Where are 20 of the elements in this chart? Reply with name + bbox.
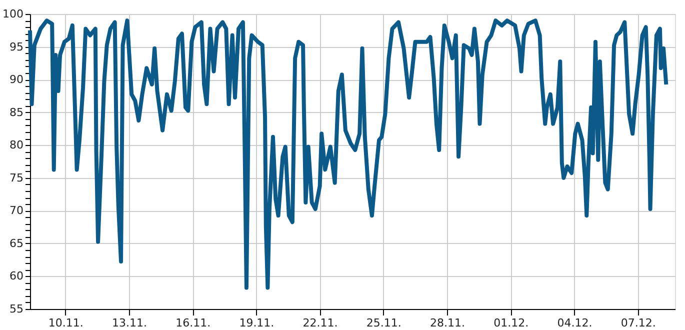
x-tick-label: 28.11. bbox=[430, 316, 466, 330]
y-tick-label: 60 bbox=[10, 270, 24, 283]
y-tick-label: 75 bbox=[10, 171, 24, 184]
x-tick-label: 01.12. bbox=[494, 316, 529, 330]
y-tick-label: 65 bbox=[10, 236, 24, 250]
y-tick-label: 80 bbox=[10, 138, 24, 152]
y-tick-label: 70 bbox=[10, 204, 24, 218]
x-tick-label: 13.11. bbox=[112, 316, 147, 330]
x-tick-label: 07.12. bbox=[620, 316, 656, 330]
x-tick-label: 16.11. bbox=[176, 316, 211, 330]
y-tick-label: 95 bbox=[10, 40, 24, 54]
x-tick-label: 10.11. bbox=[48, 316, 84, 330]
x-tick-label: 25.11. bbox=[366, 316, 402, 330]
x-tick-label: 04.12. bbox=[557, 316, 592, 330]
y-tick-label: 55 bbox=[10, 302, 24, 316]
y-tick-label: 85 bbox=[10, 106, 24, 119]
y-tick-label: 100 bbox=[2, 8, 24, 20]
x-tick-label: 19.11. bbox=[239, 316, 274, 330]
y-tick-label: 90 bbox=[10, 73, 24, 86]
x-tick-label: 22.11. bbox=[302, 316, 338, 330]
